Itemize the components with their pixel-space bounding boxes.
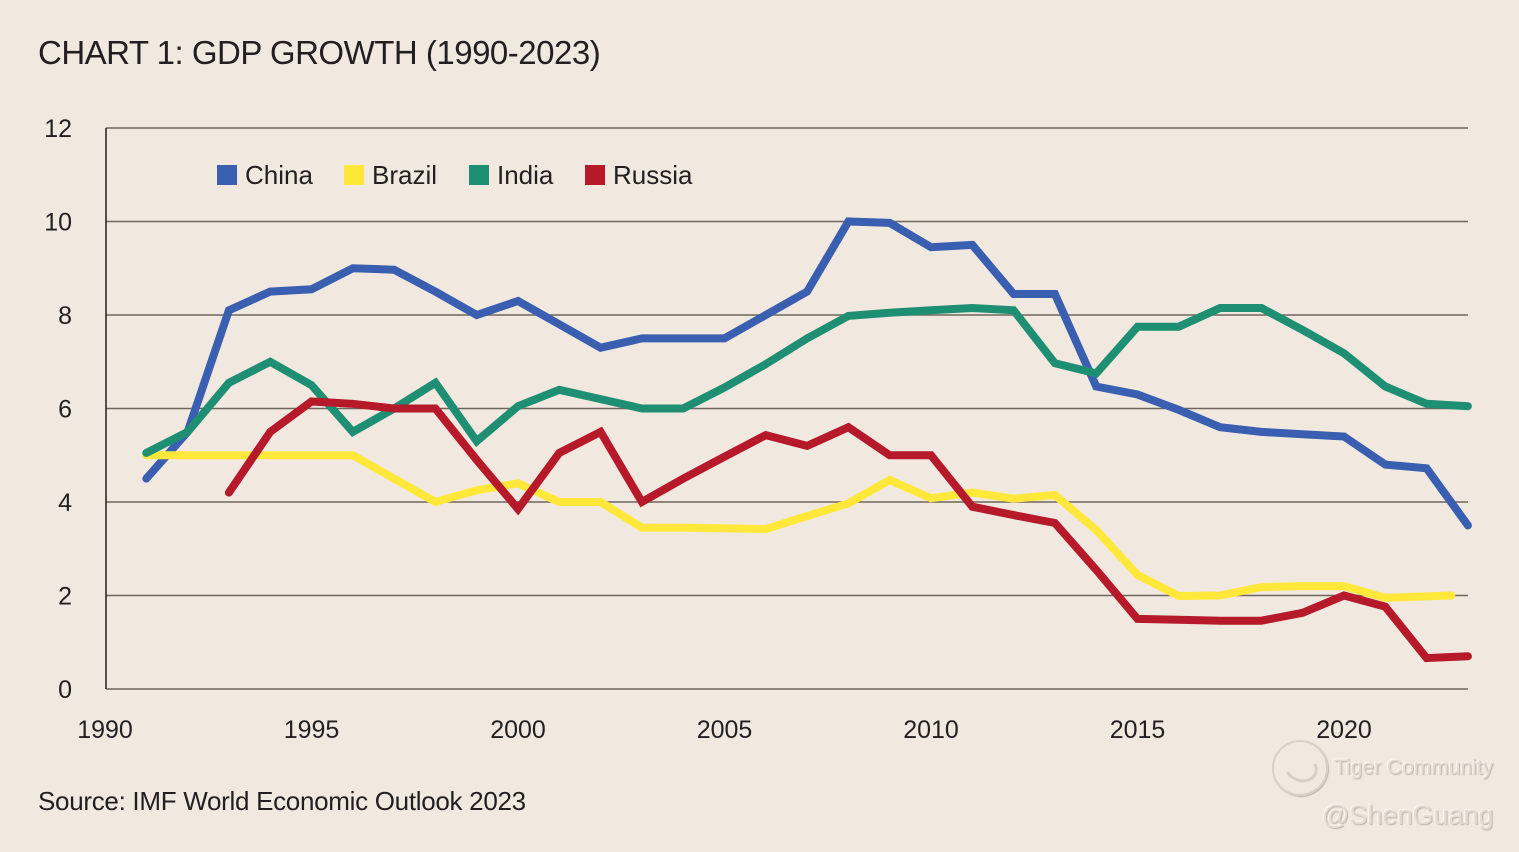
y-tick-label: 0 (58, 676, 72, 704)
series-line-brazil (142, 451, 1456, 602)
legend-label-russia: Russia (613, 160, 693, 190)
legend: China Brazil India Russia (217, 160, 693, 190)
legend-label-china: China (245, 160, 313, 190)
legend-swatch-india (469, 165, 489, 185)
tiger-logo-icon (1272, 740, 1328, 796)
x-tick-label: 2020 (1316, 716, 1372, 744)
x-tick-label: 2000 (490, 716, 546, 744)
series-line-india (142, 303, 1472, 457)
series-line-china (142, 217, 1472, 530)
series-line-russia (224, 397, 1472, 663)
x-tick-label: 1995 (284, 716, 340, 744)
y-tick-label: 10 (44, 209, 72, 237)
legend-swatch-brazil (344, 165, 364, 185)
legend-label-india: India (497, 160, 554, 190)
y-axis-ticks: 0 2 4 6 8 10 12 (44, 115, 72, 704)
legend-swatch-russia (585, 165, 605, 185)
x-axis-ticks: 1990 1995 2000 2005 2010 2015 2020 (77, 716, 1372, 744)
source-note: Source: IMF World Economic Outlook 2023 (38, 786, 526, 816)
x-tick-label: 1990 (77, 716, 133, 744)
watermark-user: @ShenGuang (1322, 800, 1494, 830)
x-tick-label: 2010 (903, 716, 959, 744)
y-tick-label: 6 (58, 396, 72, 424)
legend-label-brazil: Brazil (372, 160, 437, 190)
y-tick-label: 12 (44, 115, 72, 143)
watermark: Tiger Community @ShenGuang (1272, 740, 1512, 840)
chart-title: CHART 1: GDP GROWTH (1990-2023) (38, 34, 601, 71)
y-tick-label: 2 (58, 583, 72, 611)
x-tick-label: 2005 (697, 716, 753, 744)
watermark-brand: Tiger Community (1334, 756, 1494, 779)
x-tick-label: 2015 (1110, 716, 1166, 744)
series-lines (142, 217, 1472, 663)
y-tick-label: 8 (58, 302, 72, 330)
y-tick-label: 4 (58, 489, 72, 517)
legend-swatch-china (217, 165, 237, 185)
gridlines (106, 127, 1468, 690)
